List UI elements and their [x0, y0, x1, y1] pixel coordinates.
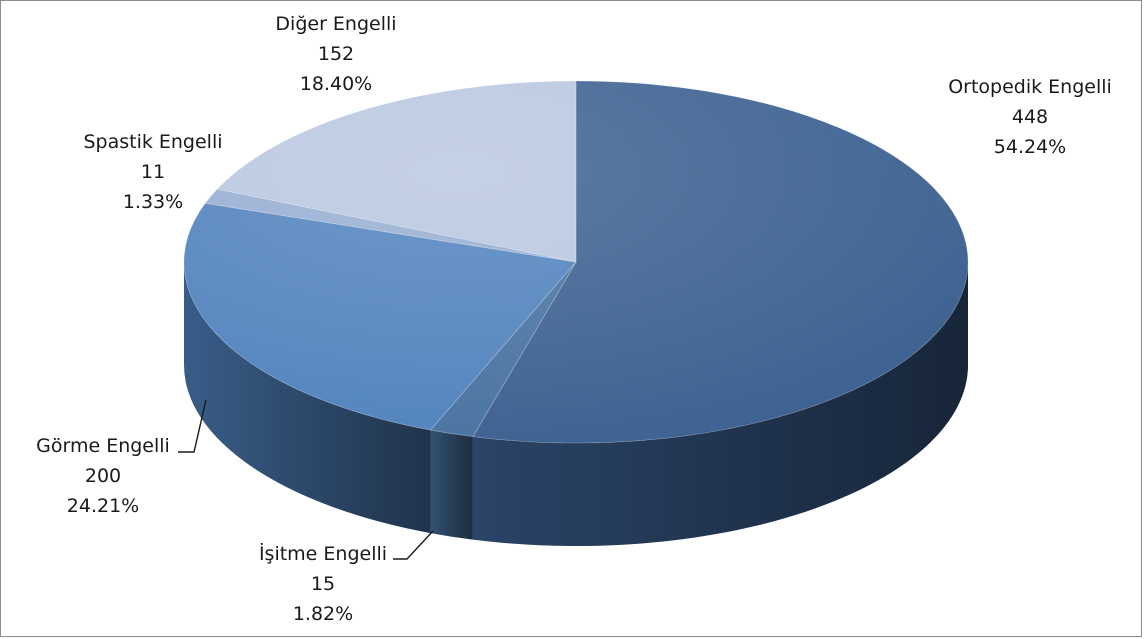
- label-value-gorme-engelli: 200: [85, 465, 121, 487]
- label-percent-gorme-engelli: 24.21%: [67, 495, 139, 517]
- label-percent-diger-engelli: 18.40%: [300, 73, 372, 95]
- label-value-isitme-engelli: 15: [311, 573, 335, 595]
- pie-sides: [184, 262, 968, 546]
- label-name-gorme-engelli: Görme Engelli: [36, 435, 170, 457]
- slice-side-shade-isitme-engelli: [430, 430, 473, 540]
- label-percent-spastik-engelli: 1.33%: [123, 191, 183, 213]
- label-name-spastik-engelli: Spastik Engelli: [83, 131, 222, 153]
- label-value-ortopedik-engelli: 448: [1012, 106, 1048, 128]
- label-name-isitme-engelli: İşitme Engelli: [259, 542, 387, 565]
- leader-line-isitme-engelli: [393, 530, 434, 560]
- label-name-diger-engelli: Diğer Engelli: [275, 13, 396, 35]
- label-value-diger-engelli: 152: [318, 43, 354, 65]
- data-labels: Ortopedik Engelli 448 54.24% İşitme Engelli…: [36, 13, 1112, 625]
- label-name-ortopedik-engelli: Ortopedik Engelli: [948, 76, 1112, 98]
- label-percent-ortopedik-engelli: 54.24%: [994, 136, 1066, 158]
- leader-lines: [178, 399, 434, 560]
- slice-side-shade-gorme-engelli: [184, 262, 431, 534]
- leader-line-gorme-engelli: [178, 399, 207, 453]
- label-value-spastik-engelli: 11: [141, 161, 165, 183]
- pie-tops: [183, 80, 969, 444]
- pie-gloss: [184, 81, 968, 443]
- label-percent-isitme-engelli: 1.82%: [293, 603, 353, 625]
- slice-side-shade-ortopedik-engelli: [472, 262, 968, 546]
